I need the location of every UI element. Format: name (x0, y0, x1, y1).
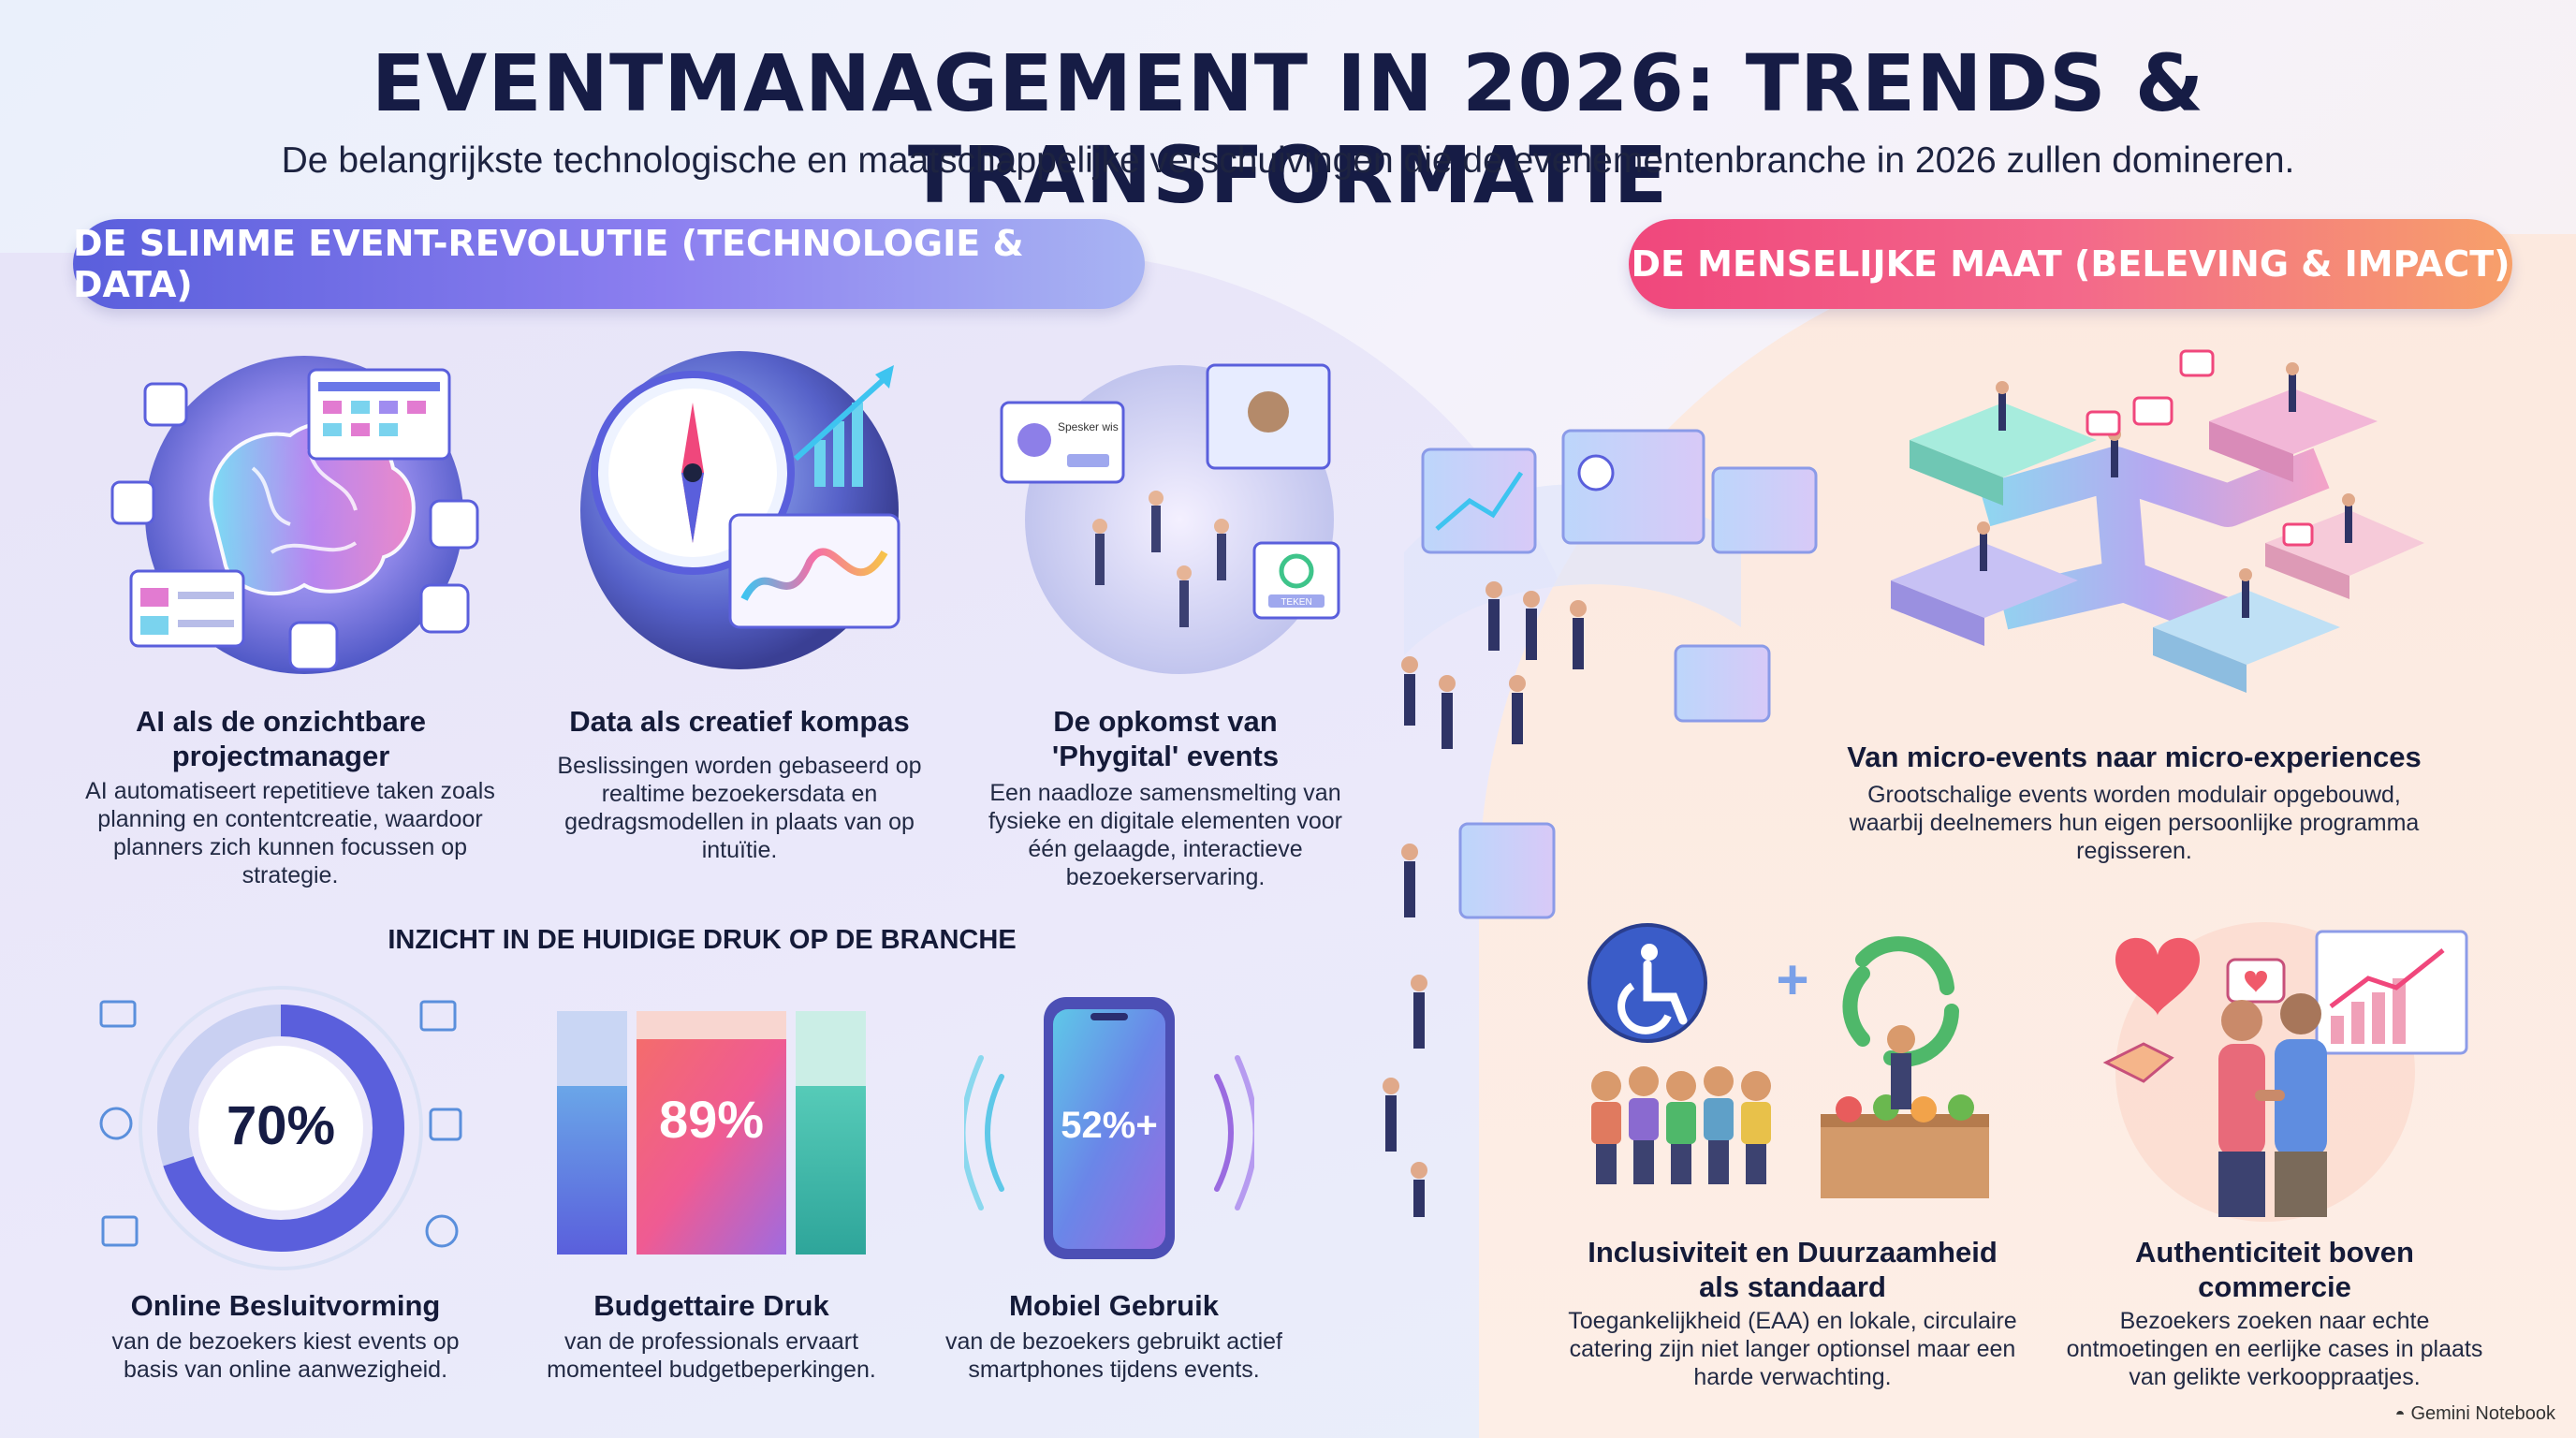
window-icon (419, 1000, 457, 1032)
card-authenticity-title: Authenticiteit boven commercie (2135, 1236, 2414, 1303)
micro-experiences-illustration (1891, 349, 2424, 693)
chat-icon (429, 1108, 462, 1141)
card-data-title: Data als creatief kompas (569, 705, 910, 738)
card-phygital-title: De opkomst van 'Phygital' events (1051, 705, 1280, 772)
calendar-icon (143, 382, 188, 427)
card-inclusivity-title: Inclusiviteit en Duurzaamheid als standa… (1588, 1236, 1998, 1303)
phygital-button-label: TEKEN (1281, 597, 1311, 608)
online-stat-value: 70% (227, 1095, 335, 1156)
monitor-icon (101, 1215, 139, 1247)
page-title: EVENTMANAGEMENT IN 2026: TRENDS & TRANSF… (371, 37, 2205, 221)
online-donut-fill (157, 1005, 404, 1252)
card-inclusivity-desc: Toegankelijkheid (EAA) en lokale, circul… (1568, 1308, 2017, 1390)
mobile-stat-desc: van de bezoekers gebruikt actief smartph… (945, 1328, 1282, 1383)
laptop-icon (99, 1000, 137, 1028)
left-section-label: DE SLIMME EVENT-REVOLUTIE (TECHNOLOGIE &… (73, 219, 1145, 309)
authenticity-illustration (2102, 922, 2468, 1222)
brain-icon (209, 420, 416, 595)
card-authenticity-desc: Bezoekers zoeken naar echte ontmoetingen… (2066, 1308, 2483, 1390)
brand-footer: ◓ Gemini Notebook (2395, 1403, 2555, 1425)
budget-bar-main (637, 1039, 786, 1255)
budget-bar-left (557, 1086, 627, 1255)
card-ai-title: AI als de onzichtbare projectmanager (135, 705, 427, 772)
card-ai-desc: AI automatiseert repetitieve taken zoals… (85, 778, 495, 888)
brain-illustration (110, 356, 479, 674)
network-icon (99, 1107, 133, 1140)
brand-label: Gemini Notebook (2410, 1403, 2555, 1424)
card-micro-desc: Grootschalige events worden modulair opg… (1849, 782, 2420, 864)
inclusivity-illustration: + (1588, 923, 1989, 1198)
phygital-illustration: Spesker wis TEKEN (1000, 363, 1340, 674)
budget-bar-right (796, 1086, 866, 1255)
online-stat-desc: van de bezoekers kiest events op basis v… (111, 1328, 460, 1383)
budget-stat-title: Budgettaire Druk (593, 1289, 829, 1322)
notebook-icon: ◓ (2394, 1404, 2406, 1423)
mobile-stat-value: 52%+ (1061, 1105, 1157, 1146)
phygital-screen-label: Spesker wis (1058, 420, 1119, 433)
transition-illustration (1383, 429, 1818, 1217)
budget-bar-chart: 89% (557, 1011, 866, 1255)
card-data-desc: Beslissingen worden gebaseerd op realtim… (557, 753, 922, 863)
insight-heading: INZICHT IN DE HUIDIGE DRUK OP DE BRANCHE (388, 925, 1017, 955)
svg-text:+: + (1776, 948, 1808, 1011)
heart-icon (2115, 937, 2200, 1016)
budget-stat-desc: van de professionals ervaart momenteel b… (547, 1328, 876, 1383)
accessibility-icon (1588, 923, 1707, 1043)
budget-stat-value: 89% (659, 1090, 764, 1149)
online-donut-chart: 70% (99, 986, 462, 1270)
page-subtitle: De belangrijkste technologische en maats… (281, 140, 2295, 181)
card-phygital-desc: Een naadloze samensmelting van fysieke e… (988, 780, 1342, 890)
handshake-icon (2102, 1042, 2174, 1083)
mobile-stat-title: Mobiel Gebruik (1009, 1289, 1219, 1322)
phygital-icon: Spesker wis (1000, 363, 1331, 484)
online-stat-title: Online Besluitvorming (130, 1289, 441, 1322)
globe-icon (425, 1214, 459, 1248)
mobile-phone-illustration: 52%+ (964, 997, 1254, 1259)
compass-illustration (580, 351, 900, 669)
card-micro-title: Van micro-events naar micro-experiences (1847, 741, 2422, 773)
right-section-label: DE MENSELIJKE MAAT (BELEVING & IMPACT) (1629, 219, 2512, 309)
